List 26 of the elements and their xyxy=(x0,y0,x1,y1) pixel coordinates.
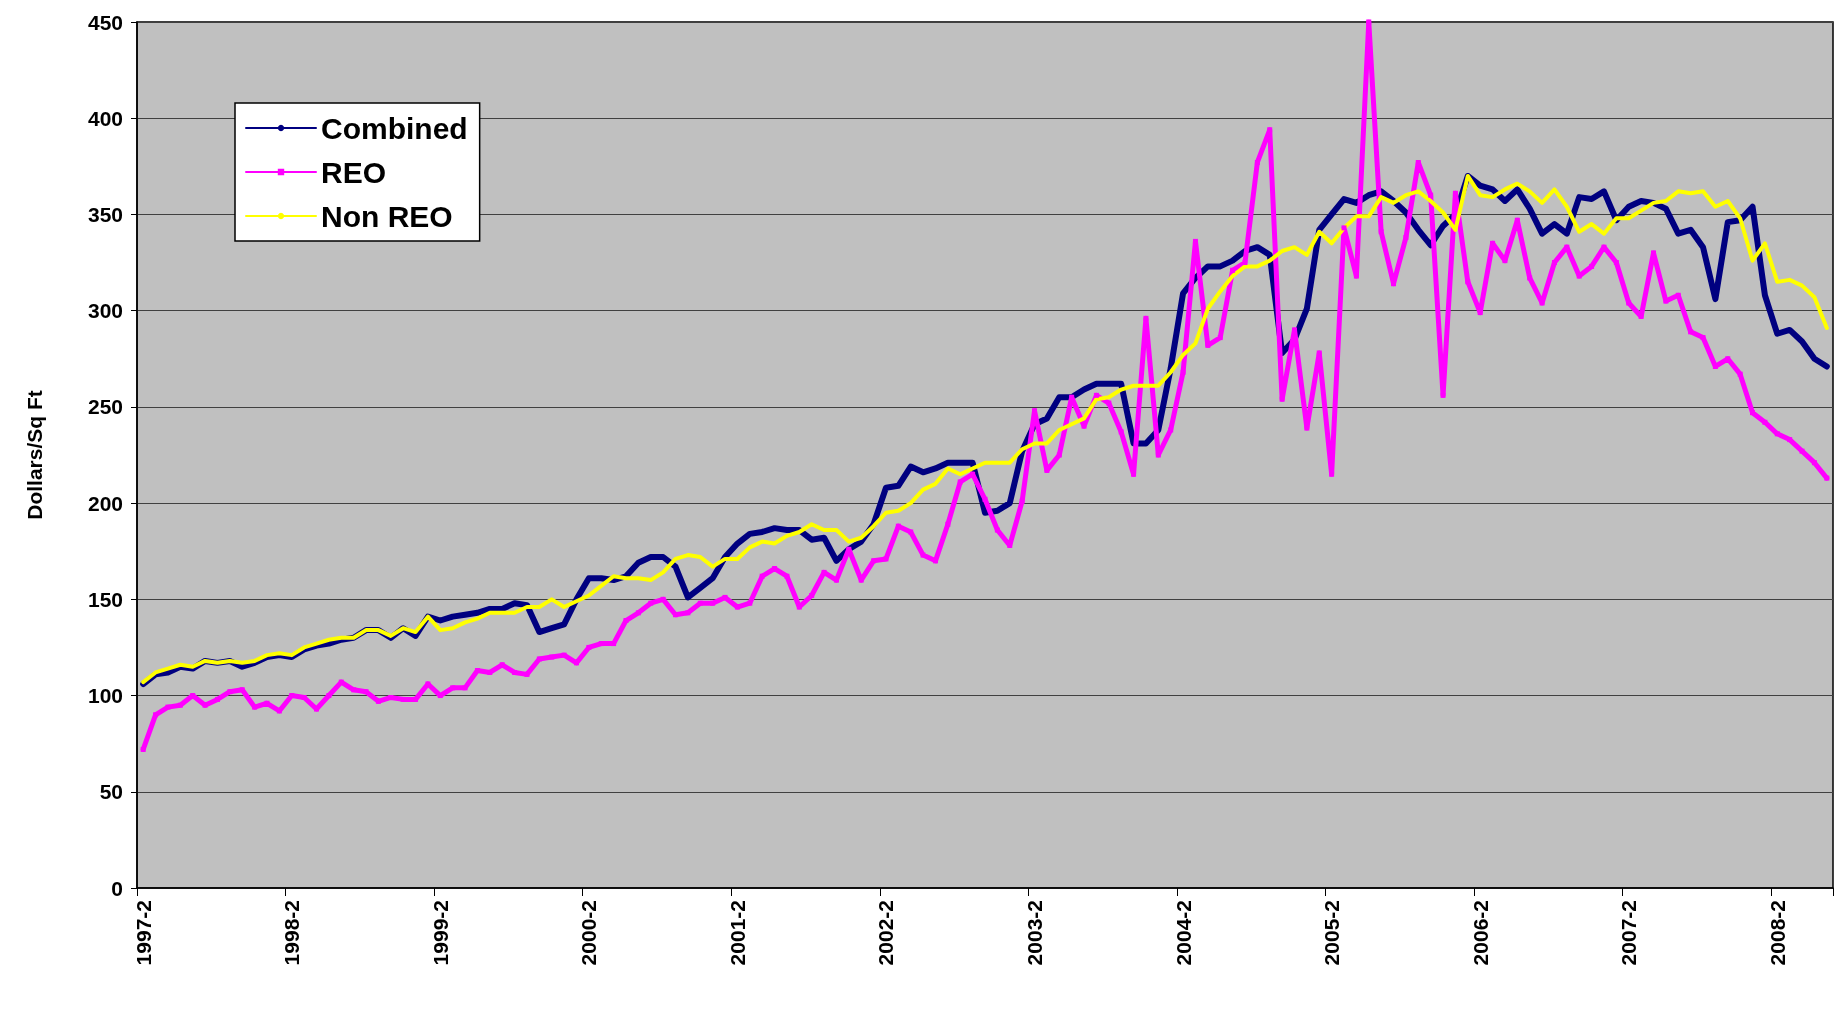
x-tick-label: 1998-2 xyxy=(280,900,304,966)
x-tick-label: 2004-2 xyxy=(1171,900,1195,966)
x-tick-label: 2008-2 xyxy=(1765,900,1789,966)
x-tick-label: 1999-2 xyxy=(428,900,452,966)
x-tick-label: 2007-2 xyxy=(1617,900,1641,966)
y-tick-label: 150 xyxy=(87,587,123,611)
legend-label: REO xyxy=(321,155,387,189)
x-tick-label: 1997-2 xyxy=(131,900,155,966)
x-tick-label: 2006-2 xyxy=(1468,900,1492,966)
y-tick-label: 400 xyxy=(87,106,123,130)
y-axis-title: Dollars/Sq Ft xyxy=(23,390,46,520)
y-tick-label: 300 xyxy=(87,299,123,323)
legend-label: Non REO xyxy=(321,199,453,233)
x-tick-label: 2001-2 xyxy=(725,900,749,966)
x-tick-label: 2002-2 xyxy=(874,900,898,966)
y-tick-label: 350 xyxy=(87,202,123,226)
x-tick-label: 2003-2 xyxy=(1023,900,1047,966)
x-tick-label: 2000-2 xyxy=(577,900,601,966)
y-tick-label: 50 xyxy=(99,780,123,804)
x-tick-label: 2005-2 xyxy=(1320,900,1344,966)
y-tick-label: 200 xyxy=(87,491,123,515)
y-tick-label: 0 xyxy=(111,876,123,900)
legend-label: Combined xyxy=(321,111,468,145)
y-tick-label: 250 xyxy=(87,395,123,419)
y-tick-label: 100 xyxy=(87,684,123,708)
y-tick-label: 450 xyxy=(87,10,123,34)
